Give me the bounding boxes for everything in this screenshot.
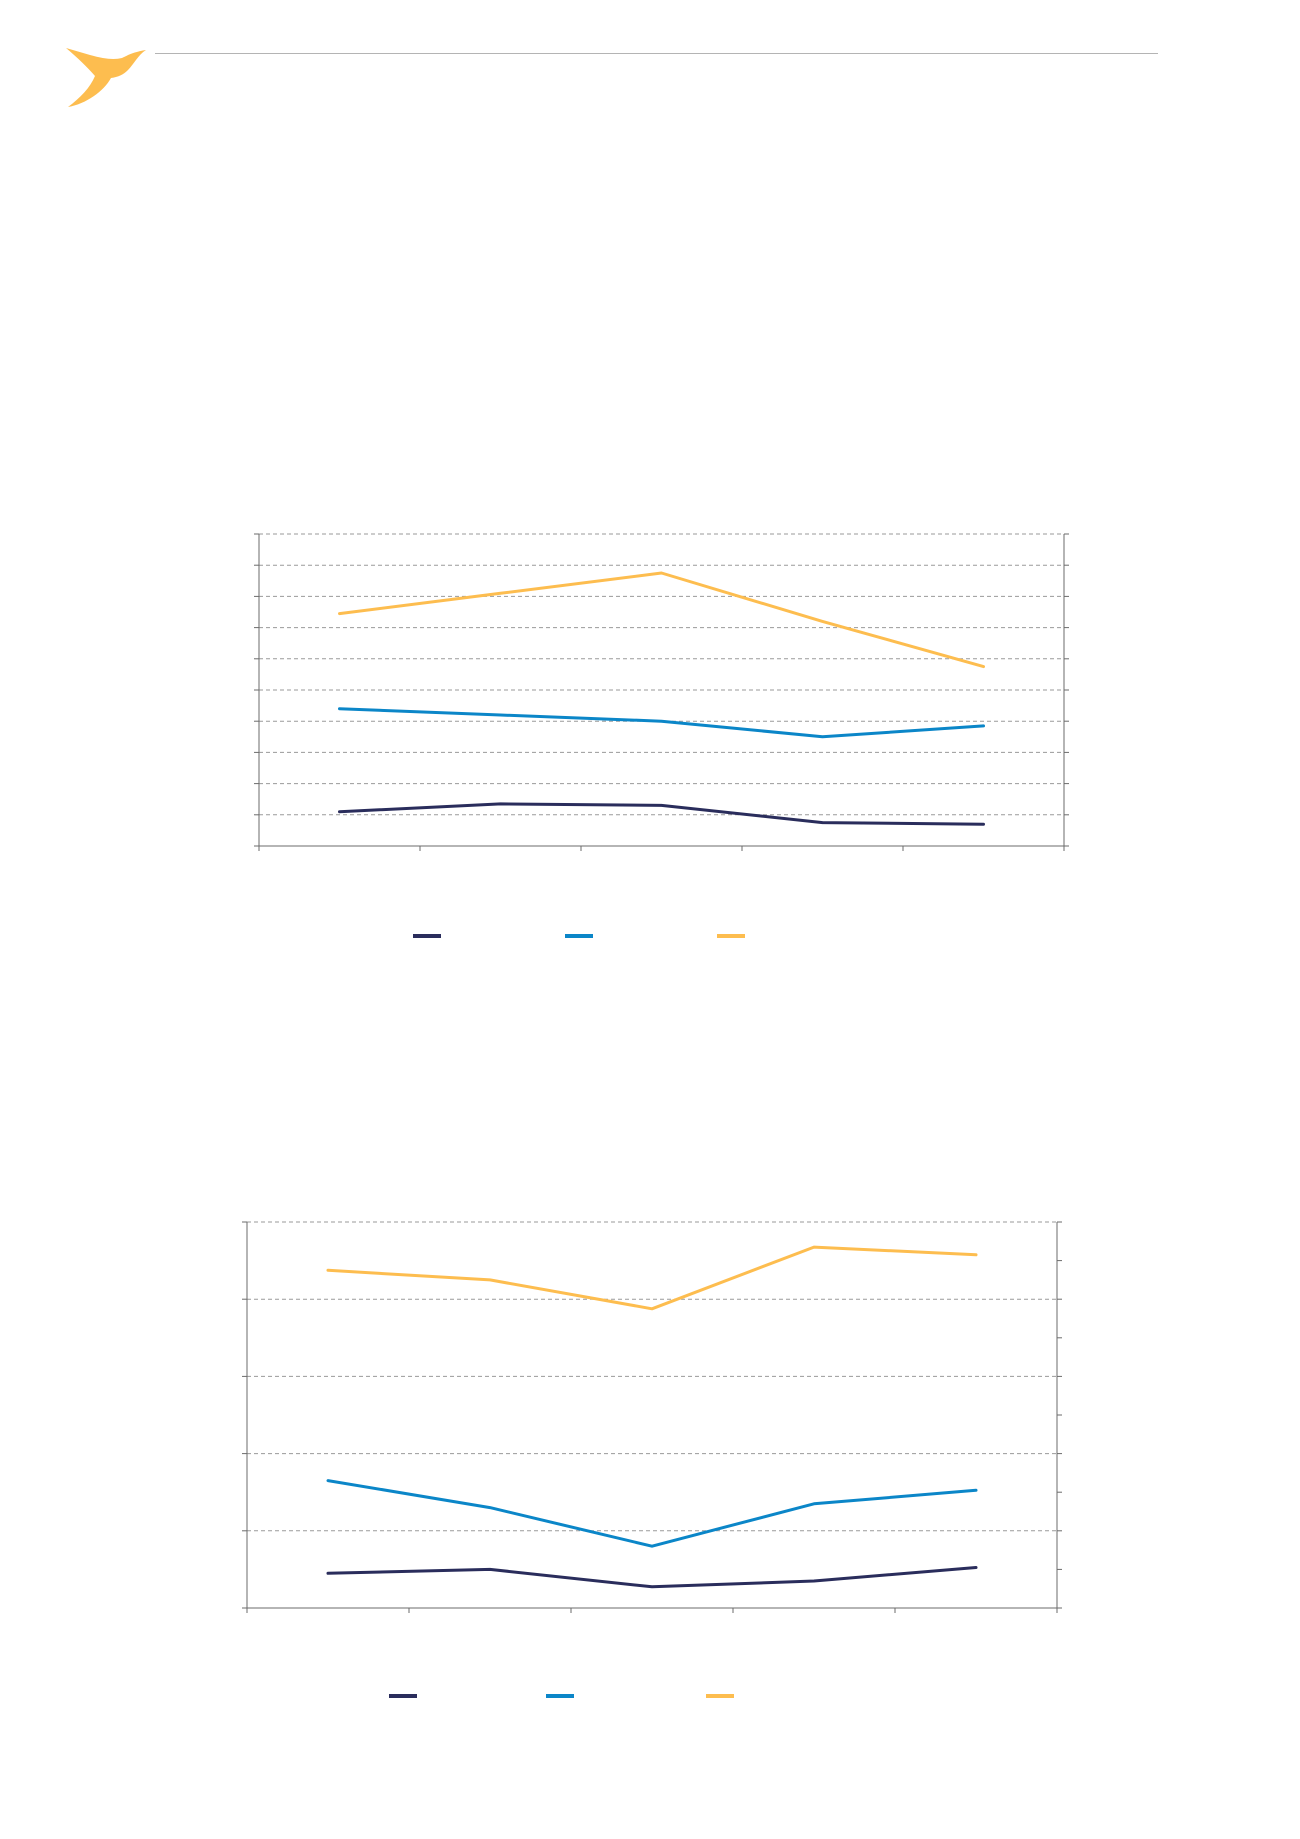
series-line-2 xyxy=(326,1479,978,1548)
bird-icon xyxy=(66,48,146,107)
series-line-1 xyxy=(326,1566,978,1589)
header-rule xyxy=(155,53,1158,54)
chart-1 xyxy=(254,533,1069,938)
chart-2 xyxy=(242,1221,1062,1698)
bird-shape xyxy=(66,48,146,107)
